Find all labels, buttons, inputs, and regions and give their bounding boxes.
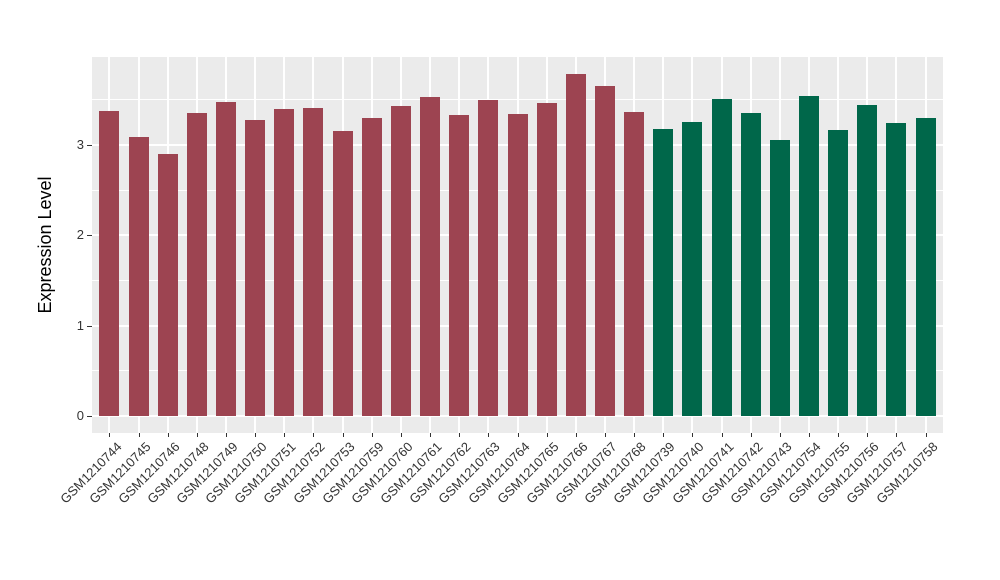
bar-GSM1210743 [769, 139, 790, 416]
bar-GSM1210741 [711, 99, 732, 416]
x-tick-mark-GSM1210761 [430, 433, 432, 437]
bar-GSM1210755 [828, 129, 849, 416]
y-tick-mark-2 [87, 235, 92, 237]
x-tick-mark-GSM1210758 [925, 433, 927, 437]
x-tick-mark-GSM1210740 [692, 433, 694, 437]
bar-GSM1210751 [274, 108, 295, 416]
bar-GSM1210764 [507, 114, 528, 416]
x-tick-mark-GSM1210760 [400, 433, 402, 437]
x-tick-mark-GSM1210743 [779, 433, 781, 437]
bar-GSM1210752 [303, 108, 324, 416]
x-tick-mark-GSM1210739 [663, 433, 665, 437]
x-tick-mark-GSM1210762 [459, 433, 461, 437]
x-tick-mark-GSM1210745 [138, 433, 140, 437]
x-tick-mark-GSM1210756 [867, 433, 869, 437]
bar-GSM1210748 [186, 112, 207, 416]
bar-GSM1210745 [128, 136, 149, 416]
x-tick-mark-GSM1210768 [634, 433, 636, 437]
bar-GSM1210754 [798, 96, 819, 416]
bar-GSM1210767 [594, 85, 615, 416]
y-tick-label-1: 1 [76, 317, 84, 333]
bar-GSM1210758 [915, 118, 936, 416]
y-axis-title: Expression Level [35, 176, 55, 314]
bar-GSM1210766 [565, 73, 586, 416]
x-tick-mark-GSM1210764 [517, 433, 519, 437]
bar-GSM1210749 [216, 101, 237, 416]
x-tick-mark-GSM1210748 [196, 433, 198, 437]
bar-GSM1210759 [361, 118, 382, 416]
y-tick-mark-3 [87, 145, 92, 147]
bar-GSM1210739 [653, 128, 674, 416]
x-tick-mark-GSM1210742 [750, 433, 752, 437]
plot-panel [92, 57, 943, 433]
bar-GSM1210744 [99, 110, 120, 416]
y-tick-mark-0 [87, 416, 92, 417]
x-tick-mark-GSM1210744 [109, 433, 111, 437]
x-tick-mark-GSM1210757 [896, 433, 898, 437]
bar-GSM1210746 [157, 154, 178, 416]
x-tick-mark-GSM1210767 [604, 433, 606, 437]
x-tick-mark-GSM1210759 [371, 433, 373, 437]
x-tick-mark-GSM1210753 [342, 433, 344, 437]
bar-GSM1210761 [420, 97, 441, 416]
x-tick-mark-GSM1210766 [575, 433, 577, 437]
bar-GSM1210740 [682, 121, 703, 416]
y-tick-label-0: 0 [76, 408, 84, 423]
y-tick-label-2: 2 [76, 227, 84, 243]
bar-GSM1210763 [478, 99, 499, 416]
y-tick-label-3: 3 [76, 137, 84, 153]
x-tick-mark-GSM1210752 [313, 433, 315, 437]
bar-GSM1210760 [390, 106, 411, 416]
bar-GSM1210757 [886, 123, 907, 416]
bar-GSM1210750 [245, 119, 266, 416]
bar-GSM1210742 [740, 112, 761, 416]
x-tick-mark-GSM1210755 [838, 433, 840, 437]
bar-GSM1210765 [536, 102, 557, 416]
bar-GSM1210753 [332, 130, 353, 416]
x-tick-mark-GSM1210746 [167, 433, 169, 437]
y-tick-mark-1 [87, 325, 92, 327]
x-tick-mark-GSM1210754 [808, 433, 810, 437]
bar-GSM1210768 [624, 111, 645, 416]
x-tick-mark-GSM1210749 [226, 433, 228, 437]
x-tick-mark-GSM1210741 [721, 433, 723, 437]
bar-GSM1210762 [449, 115, 470, 416]
x-tick-mark-GSM1210763 [488, 433, 490, 437]
x-tick-mark-GSM1210750 [255, 433, 257, 437]
x-tick-mark-GSM1210751 [284, 433, 286, 437]
bar-GSM1210756 [857, 105, 878, 416]
x-tick-mark-GSM1210765 [546, 433, 548, 437]
